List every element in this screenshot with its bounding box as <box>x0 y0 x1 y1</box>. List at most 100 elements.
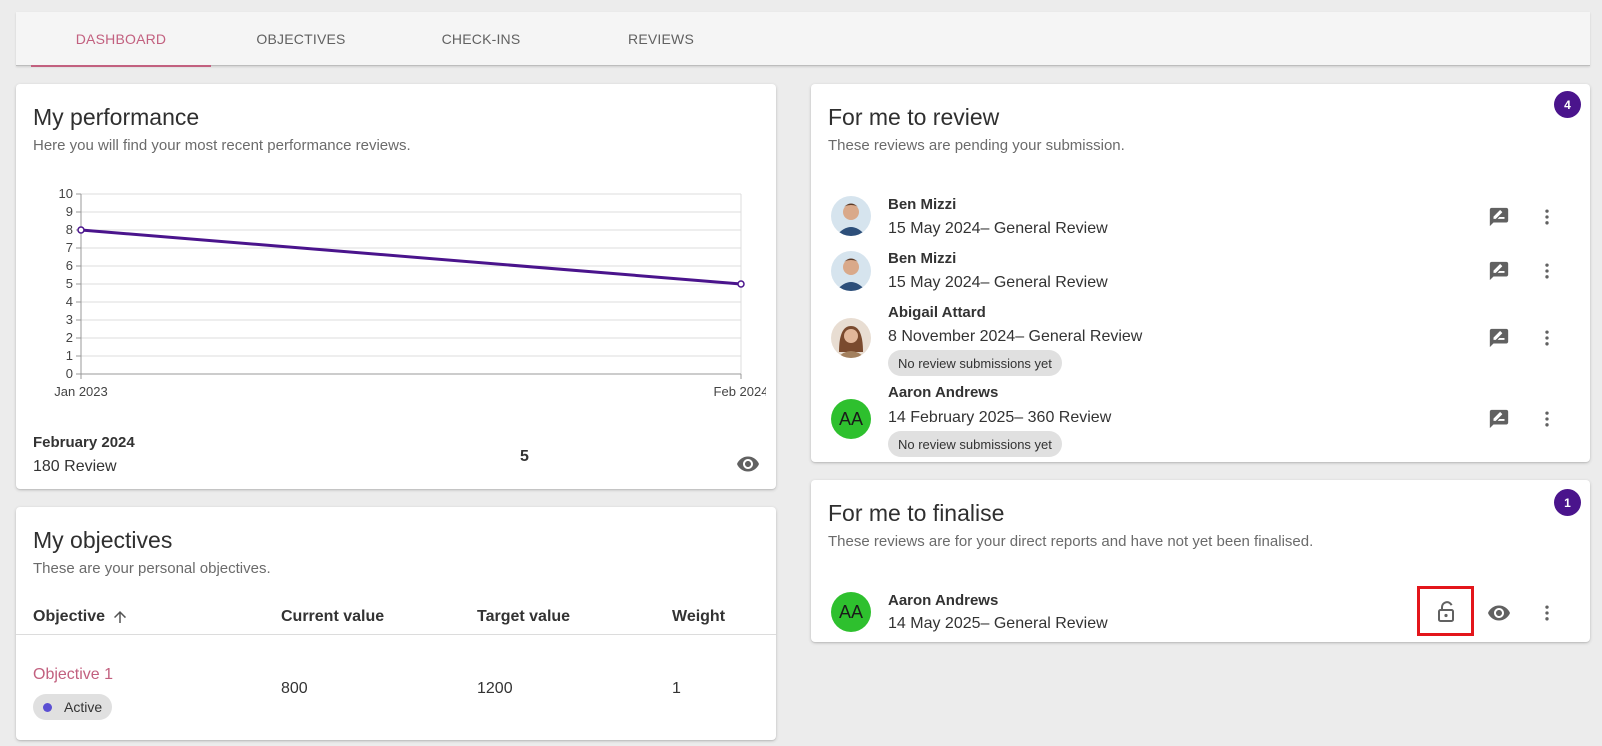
finalise-title: For me to finalise <box>828 500 1005 526</box>
column-header-objective-label: Objective <box>33 608 106 625</box>
review-detail: 14 February 2025– 360 Review <box>888 409 1112 426</box>
performance-subtitle: Here you will find your most recent perf… <box>33 137 411 154</box>
y-tick-label: 1 <box>66 348 73 363</box>
reviewee-name: Aaron Andrews <box>888 384 999 401</box>
review-count-badge: 4 <box>1554 91 1581 118</box>
y-tick-label: 10 <box>59 186 73 201</box>
write-review-button[interactable] <box>1486 258 1512 284</box>
avatar-photo-male <box>831 251 871 291</box>
tab-dashboard[interactable]: DASHBOARD <box>31 12 211 67</box>
tab-check-ins[interactable]: CHECK-INS <box>441 31 521 47</box>
avatar: AA <box>831 592 871 632</box>
avatar <box>831 318 871 358</box>
column-header-current[interactable]: Current value <box>281 608 385 625</box>
more-vert-icon <box>1545 263 1549 279</box>
performance-chart: 0 1 2 3 4 5 6 7 8 9 10 Jan 2023 Feb 2024 <box>54 186 766 399</box>
avatar-initials: AA <box>838 601 863 622</box>
performance-card: My performance Here you will find your m… <box>16 84 776 489</box>
table-divider <box>16 634 776 635</box>
y-tick-label: 9 <box>66 204 73 219</box>
latest-review-score: 5 <box>520 448 529 465</box>
highlight-box <box>1417 586 1474 636</box>
review-title: For me to review <box>828 104 1000 130</box>
y-tick-label: 0 <box>66 366 73 381</box>
y-tick-label: 4 <box>66 294 73 309</box>
column-header-weight[interactable]: Weight <box>672 608 726 625</box>
series-line <box>80 228 742 286</box>
objective-weight-value: 1 <box>672 680 681 697</box>
more-vert-icon <box>1545 605 1549 621</box>
finalise-count-badge: 1 <box>1554 489 1581 516</box>
avatar-photo-male <box>831 196 871 236</box>
finalise-card: For me to finalise These reviews are for… <box>811 480 1590 642</box>
no-submissions-badge: No review submissions yet <box>888 431 1062 457</box>
performance-title: My performance <box>33 104 200 130</box>
review-detail: 8 November 2024– General Review <box>888 328 1143 345</box>
y-tick-label: 7 <box>66 240 73 255</box>
objectives-title: My objectives <box>33 527 173 553</box>
write-review-button[interactable] <box>1486 325 1512 351</box>
more-vert-icon <box>1545 411 1549 427</box>
eye-icon <box>737 456 759 472</box>
y-tick-label: 2 <box>66 330 73 345</box>
more-vert-icon <box>1545 209 1549 225</box>
objectives-card: My objectives These are your personal ob… <box>16 507 776 740</box>
status-label: Active <box>64 699 103 715</box>
reviewee-name: Aaron Andrews <box>888 592 999 609</box>
view-review-button[interactable] <box>734 450 762 478</box>
column-header-target[interactable]: Target value <box>477 608 571 625</box>
y-tick-label: 5 <box>66 276 73 291</box>
y-tick-label: 6 <box>66 258 73 273</box>
review-detail: 15 May 2024– General Review <box>888 220 1108 237</box>
reviewee-name: Ben Mizzi <box>888 250 957 267</box>
rate-review-icon <box>1489 207 1509 227</box>
avatar: AA <box>831 399 871 439</box>
avatar-photo-female <box>831 318 871 358</box>
objective-target-value: 1200 <box>477 680 513 697</box>
view-review-button[interactable] <box>1486 600 1512 626</box>
status-badge: Active <box>33 694 113 720</box>
objective-current-value: 800 <box>281 680 308 697</box>
review-subtitle: These reviews are pending your submissio… <box>828 137 1125 154</box>
reviewee-name: Abigail Attard <box>888 304 986 321</box>
no-submissions-badge: No review submissions yet <box>888 350 1062 376</box>
eye-icon <box>1488 605 1510 621</box>
more-vert-icon <box>1545 330 1549 346</box>
rate-review-icon <box>1489 261 1509 281</box>
review-detail: 15 May 2024– General Review <box>888 274 1108 291</box>
x-tick-label: Jan 2023 <box>54 384 108 399</box>
y-tick-label: 3 <box>66 312 73 327</box>
finalise-subtitle: These reviews are for your direct report… <box>828 533 1314 550</box>
rate-review-icon <box>1489 328 1509 348</box>
more-options-button[interactable] <box>1536 408 1558 430</box>
reviewee-name: Ben Mizzi <box>888 196 957 213</box>
data-point <box>77 226 85 234</box>
write-review-button[interactable] <box>1486 406 1512 432</box>
data-point <box>737 280 745 288</box>
review-card: For me to review These reviews are pendi… <box>811 84 1590 462</box>
y-tick-label: 8 <box>66 222 73 237</box>
objectives-subtitle: These are your personal objectives. <box>33 560 271 577</box>
avatar-initials: AA <box>838 408 863 429</box>
tab-reviews[interactable]: REVIEWS <box>628 31 694 47</box>
status-dot <box>43 702 52 712</box>
avatar <box>831 196 871 236</box>
arrow-up-icon <box>114 611 127 623</box>
more-options-button[interactable] <box>1536 327 1558 349</box>
lock-open-icon <box>1438 601 1454 622</box>
more-options-button[interactable] <box>1536 602 1558 624</box>
tab-objectives[interactable]: OBJECTIVES <box>256 31 346 47</box>
column-header-objective[interactable]: Objective <box>33 608 129 626</box>
rate-review-icon <box>1489 409 1509 429</box>
x-tick-label: Feb 2024 <box>714 384 766 399</box>
latest-review-type: 180 Review <box>33 458 117 475</box>
finalise-unlock-button[interactable] <box>1435 600 1459 624</box>
write-review-button[interactable] <box>1486 204 1512 230</box>
tab-bar: DASHBOARD OBJECTIVES CHECK-INS REVIEWS <box>16 12 1590 67</box>
more-options-button[interactable] <box>1536 206 1558 228</box>
objective-name-link[interactable]: Objective 1 <box>33 666 114 683</box>
avatar <box>831 251 871 291</box>
more-options-button[interactable] <box>1536 260 1558 282</box>
review-detail: 14 May 2025– General Review <box>888 615 1108 632</box>
latest-review-date: February 2024 <box>33 434 135 451</box>
